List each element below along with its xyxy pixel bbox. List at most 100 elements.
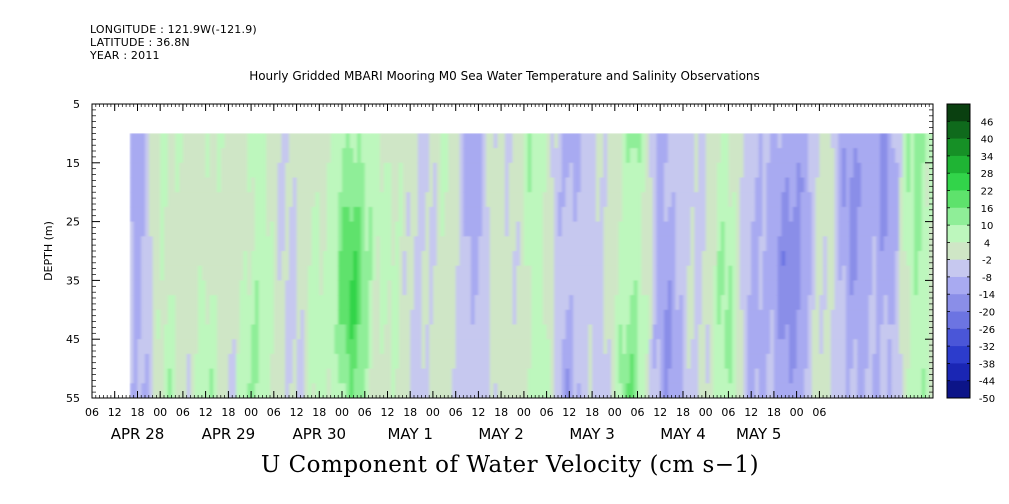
heatmap-cell [728,353,733,370]
heatmap-cell [747,148,752,164]
heatmap-cell [379,177,385,193]
heatmap-cell [611,265,616,281]
heatmap-cell [557,192,563,208]
heatmap-cell [266,236,271,252]
heatmap-cell [842,324,847,340]
heatmap-cell [573,280,578,296]
heatmap-cell [288,265,294,281]
heatmap-cell [251,265,256,281]
heatmap-cell [148,133,154,149]
heatmap-cell [292,339,298,355]
heatmap-cell [516,265,521,281]
heatmap-cell [671,339,676,355]
heatmap-cell [296,192,301,208]
heatmap-cell [410,280,415,296]
heatmap-cell [682,295,688,311]
heatmap-cell [345,324,351,340]
x-tick-label: 06 [540,406,554,419]
heatmap-cell [160,162,165,179]
heatmap-cell [679,206,684,223]
heatmap-cell [175,339,180,355]
heatmap-cell [395,251,400,267]
heatmap-cell [209,251,214,267]
heatmap-cell [292,162,298,179]
heatmap-cell [421,221,426,237]
heatmap-cell [811,309,817,326]
heatmap-cell [917,383,923,398]
heatmap-cell [584,295,589,311]
heatmap-cell [603,162,608,179]
heatmap-cell [516,236,521,252]
heatmap-cell [671,206,676,223]
heatmap-cell [307,265,313,281]
heatmap-cell [773,383,779,398]
heatmap-cell [531,280,536,296]
heatmap-cell [262,192,267,208]
heatmap-cell [573,162,578,179]
heatmap-cell [391,206,396,223]
heatmap-cell [379,280,385,296]
heatmap-cell [376,133,381,149]
heatmap-cell [728,309,733,326]
heatmap-cell [781,280,786,296]
heatmap-cell [868,221,873,237]
heatmap-cell [489,295,495,311]
heatmap-cell [304,339,309,355]
heatmap-cell [387,368,392,384]
heatmap-cell [599,383,605,398]
heatmap-cell [891,309,896,326]
heatmap-cell [773,295,779,311]
heatmap-cell [762,368,767,384]
heatmap-cell [925,251,930,267]
heatmap-cell [247,206,252,223]
heatmap-cell [906,162,911,179]
heatmap-cell [603,324,608,340]
heatmap-cell [834,295,839,311]
heatmap-cell [300,324,305,340]
heatmap-cell [588,324,593,340]
heatmap-cell [436,368,442,384]
heatmap-cell [304,368,309,384]
x-tick-label: 00 [517,406,531,419]
heatmap-cell [254,192,260,208]
heatmap-cell [648,324,654,340]
heatmap-cell [929,265,933,281]
heatmap-cell [156,177,161,193]
heatmap-cell [732,309,737,326]
heatmap-cell [656,148,661,164]
heatmap-cell [838,309,843,326]
heatmap-cell [561,192,567,208]
heatmap-cell [796,368,802,384]
heatmap-cell [618,192,623,208]
colorbar-swatch [947,242,970,261]
heatmap-cell [599,206,605,223]
heatmap-cell [637,265,642,281]
heatmap-cell [520,339,525,355]
heatmap-cell [614,251,620,267]
colorbar-label: 46 [981,117,994,128]
heatmap-cell [614,339,620,355]
heatmap-cell [633,353,639,370]
heatmap-cell [171,177,176,193]
heatmap-cell [910,265,915,281]
heatmap-cell [887,265,892,281]
heatmap-cell [539,295,544,311]
heatmap-cell [883,383,889,398]
heatmap-cell [205,280,211,296]
heatmap-cell [478,177,483,193]
heatmap-cell [474,221,480,237]
heatmap-cell [675,383,680,398]
heatmap-cell [823,206,828,223]
heatmap-cell [796,295,802,311]
heatmap-cell [493,206,498,223]
heatmap-cell [311,251,317,267]
heatmap-cell [921,148,927,164]
x-tick-label: 00 [608,406,622,419]
heatmap-cell [432,295,438,311]
heatmap-cell [205,309,211,326]
heatmap-cell [743,280,748,296]
heatmap-cell [758,236,764,252]
heatmap-cell [876,309,881,326]
heatmap-cell [557,280,563,296]
heatmap-cell [792,133,798,149]
